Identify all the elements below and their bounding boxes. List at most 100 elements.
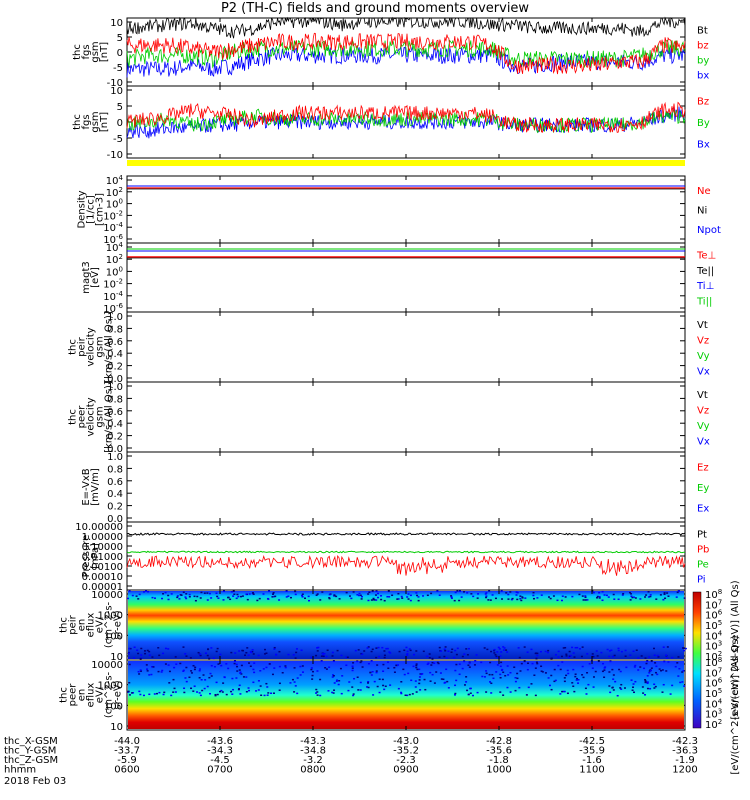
- heatmap-cell: [397, 598, 400, 600]
- heatmap-cell: [540, 594, 543, 596]
- heatmap-cell: [499, 691, 502, 693]
- heatmap-cell: [662, 683, 665, 686]
- heatmap-cell: [351, 665, 354, 668]
- y-label-line: eflux: [86, 683, 97, 708]
- heatmap-cell: [208, 676, 211, 679]
- heatmap-cell: [375, 647, 378, 649]
- heatmap-cell: [199, 654, 202, 657]
- heatmap-cell: [634, 680, 637, 683]
- heatmap-cell: [531, 662, 534, 665]
- heatmap-cell: [463, 653, 466, 655]
- heatmap-cell: [609, 660, 612, 663]
- heatmap-cell: [644, 680, 647, 682]
- heatmap-cell: [629, 654, 632, 656]
- heatmap-cell: [333, 594, 336, 597]
- heatmap-cell: [624, 655, 627, 657]
- heatmap-cell: [357, 594, 360, 597]
- heatmap-cell: [245, 676, 248, 678]
- colorbar-tick-label: 108: [705, 588, 722, 601]
- heatmap-cell: [469, 692, 472, 694]
- heatmap-cell: [167, 664, 170, 666]
- heatmap-cell: [663, 593, 666, 595]
- y-tick-label: 104: [106, 174, 124, 187]
- heatmap-cell: [442, 678, 445, 681]
- heatmap-cell: [170, 694, 173, 697]
- heatmap-cell: [426, 663, 429, 666]
- heatmap-cell: [252, 653, 255, 655]
- heatmap-cell: [341, 675, 344, 677]
- legend-vy: Vy: [697, 351, 710, 362]
- heatmap-cell: [366, 686, 369, 688]
- heatmap-cell: [361, 653, 364, 655]
- heatmap-cell: [592, 686, 595, 688]
- heatmap-cell: [130, 692, 133, 694]
- y-tick-label: -10: [107, 78, 123, 89]
- heatmap-cell: [502, 694, 505, 696]
- heatmap-cell: [137, 652, 140, 655]
- heatmap-cell: [454, 692, 457, 695]
- heatmap-cell: [234, 652, 237, 654]
- heatmap-cell: [644, 694, 647, 696]
- heatmap-cell: [557, 656, 560, 658]
- heatmap-cell: [168, 682, 171, 684]
- heatmap-cell: [240, 673, 243, 675]
- heatmap-cell: [580, 655, 583, 658]
- heatmap-cell: [161, 597, 164, 600]
- heatmap-cell: [370, 650, 373, 653]
- heatmap-cell: [552, 595, 555, 597]
- heatmap-cell: [258, 597, 261, 600]
- x-row-label: thc_Z-GSM: [4, 755, 58, 766]
- heatmap-cell: [576, 677, 579, 680]
- heatmap-cell: [489, 661, 492, 664]
- heatmap-cell: [153, 693, 156, 695]
- heatmap-cell: [381, 678, 384, 681]
- heatmap-cell: [373, 680, 376, 683]
- heatmap-cell: [367, 593, 370, 595]
- heatmap-cell: [494, 654, 497, 656]
- heatmap-cell: [232, 595, 235, 597]
- panel-frame: [126, 381, 686, 453]
- heatmap-cell: [433, 682, 436, 684]
- heatmap-cell: [388, 596, 391, 598]
- heatmap-cell: [556, 599, 559, 602]
- heatmap-cell: [648, 656, 651, 658]
- heatmap-cell: [389, 652, 392, 654]
- heatmap-cell: [534, 694, 537, 697]
- heatmap-cell: [410, 679, 413, 682]
- heatmap-cell: [490, 682, 493, 685]
- heatmap-cell: [683, 597, 686, 599]
- heatmap-cell: [327, 690, 330, 692]
- heatmap-cell: [420, 673, 423, 676]
- y-label-line: thc: [68, 339, 79, 355]
- legend-pi: Pi: [697, 575, 706, 586]
- heatmap-cell: [550, 688, 553, 691]
- heatmap-cell: [216, 647, 219, 650]
- heatmap-cell: [198, 677, 201, 679]
- heatmap-cell: [296, 692, 299, 695]
- heatmap-cell: [215, 650, 218, 653]
- heatmap-cell: [514, 680, 517, 683]
- x-tick-label: -33.7: [114, 746, 140, 757]
- heatmap-cell: [340, 692, 343, 695]
- heatmap-cell: [333, 689, 336, 691]
- panel-density: Density[1/cc][cm-3]: [77, 175, 686, 244]
- heatmap-cell: [502, 646, 505, 648]
- heatmap-cell: [634, 664, 637, 667]
- heatmap-cell: [485, 672, 488, 675]
- y-tick-label: 10000: [91, 590, 123, 601]
- heatmap-cell: [361, 666, 364, 668]
- heatmap-cell: [220, 689, 223, 692]
- heatmap-cell: [581, 674, 584, 676]
- heatmap-cell: [677, 656, 680, 658]
- x-tick-label: -35.6: [486, 746, 512, 757]
- colorbar-tick-label: 106: [705, 677, 723, 690]
- heatmap-cell: [271, 596, 274, 598]
- heatmap-cell: [249, 665, 252, 667]
- heatmap-cell: [326, 649, 329, 652]
- heatmap-cell: [433, 662, 436, 664]
- heatmap-cell: [503, 647, 506, 649]
- heatmap-cell: [619, 687, 622, 689]
- heatmap-cell: [554, 654, 557, 656]
- heatmap-cell: [415, 666, 418, 669]
